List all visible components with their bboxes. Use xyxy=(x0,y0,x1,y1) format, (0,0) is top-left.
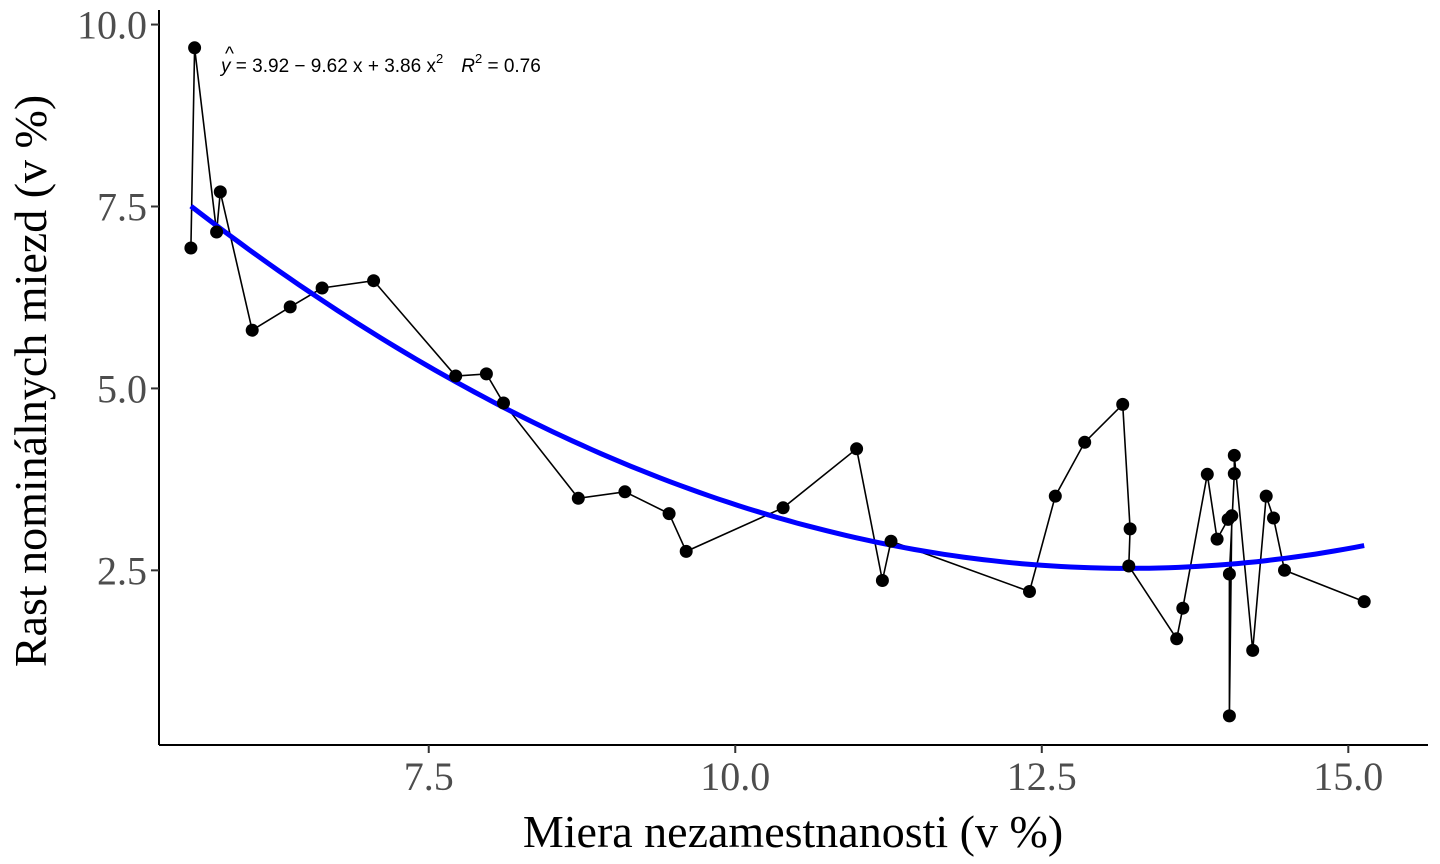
data-point xyxy=(213,185,227,199)
data-point xyxy=(1048,489,1062,503)
data-point xyxy=(497,396,510,410)
data-point xyxy=(210,225,224,239)
x-tick-label: 10.0 xyxy=(700,754,770,799)
yhat-caret: ^ xyxy=(225,44,234,65)
r-squared-value: = 0.76 xyxy=(482,56,541,77)
data-point xyxy=(850,442,864,456)
data-point xyxy=(1210,532,1224,546)
data-point xyxy=(776,501,790,515)
data-point xyxy=(1267,511,1280,525)
x-tick-label: 15.0 xyxy=(1313,754,1383,799)
y-axis-title: Rast nominálnych miezd (v %) xyxy=(5,95,56,667)
plot-area xyxy=(184,41,1371,723)
data-point xyxy=(188,41,202,55)
data-point xyxy=(679,544,693,558)
data-point xyxy=(1227,448,1241,462)
y-tick-label: 2.5 xyxy=(97,548,147,593)
data-point xyxy=(1176,601,1190,615)
r-squared-superscript: 2 xyxy=(475,51,482,66)
data-point xyxy=(1123,522,1137,536)
x-ticks: 7.5 10.0 12.5 15.0 xyxy=(404,745,1383,799)
data-point xyxy=(479,367,493,381)
data-point xyxy=(315,281,329,295)
axes: 7.5 10.0 12.5 15.0 2.5 5.0 7.5 10.0 xyxy=(77,3,1428,799)
equation-body: = 3.92 − 9.62 x + 3.86 x xyxy=(231,56,437,77)
data-point xyxy=(1222,709,1236,723)
data-point xyxy=(1200,467,1214,481)
r-squared-label: R xyxy=(461,56,475,77)
data-point xyxy=(1116,397,1130,411)
data-point xyxy=(1122,559,1136,573)
data-point xyxy=(1222,567,1236,581)
data-point xyxy=(662,507,676,521)
data-point xyxy=(283,300,297,314)
fit-curve xyxy=(189,204,1365,571)
y-tick-label: 10.0 xyxy=(77,3,147,48)
data-point xyxy=(1078,435,1092,449)
data-point xyxy=(245,323,259,337)
data-point xyxy=(1278,563,1291,577)
data-point xyxy=(1225,509,1239,523)
yhat-symbol: y xyxy=(219,56,232,77)
regression-equation: y = 3.92 − 9.62 x + 3.86 x2 R2 = 0.76 xyxy=(219,51,541,77)
x-tick-label: 7.5 xyxy=(404,754,454,799)
data-point xyxy=(1357,595,1371,609)
data-point xyxy=(184,241,198,255)
data-point xyxy=(884,534,898,548)
data-point xyxy=(1227,467,1241,481)
data-point xyxy=(1023,585,1036,598)
data-point xyxy=(367,274,381,288)
x-axis-title: Miera nezamestnanosti (v %) xyxy=(523,806,1063,857)
y-ticks: 2.5 5.0 7.5 10.0 xyxy=(77,3,159,593)
data-point xyxy=(1170,632,1184,646)
data-point xyxy=(875,574,889,587)
data-point xyxy=(1259,489,1273,503)
data-point xyxy=(571,491,585,505)
y-tick-label: 5.0 xyxy=(97,366,147,411)
data-path-line xyxy=(190,47,1365,716)
points-group xyxy=(184,41,1371,723)
data-point xyxy=(618,485,632,499)
equation-superscript: 2 xyxy=(436,51,443,66)
data-point xyxy=(1246,643,1260,657)
y-tick-label: 7.5 xyxy=(97,184,147,229)
data-point xyxy=(449,369,463,383)
x-tick-label: 12.5 xyxy=(1007,754,1077,799)
